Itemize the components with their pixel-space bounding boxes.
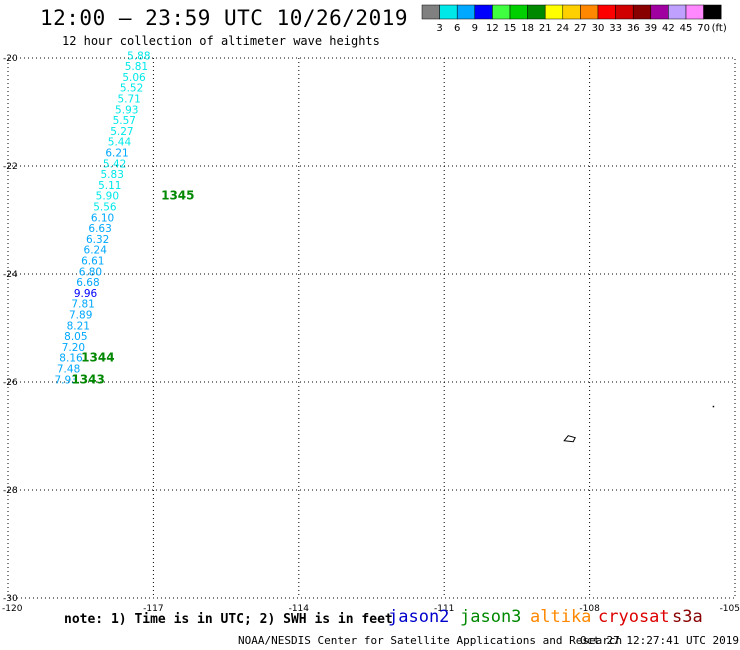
lat-tick-label: -28: [3, 486, 18, 496]
legend-label: 27: [574, 23, 587, 34]
legend-label: 70: [697, 23, 710, 34]
lon-tick-label: -105: [720, 604, 740, 614]
legend-swatch: [474, 4, 493, 20]
swh-value: 8.05: [64, 331, 87, 343]
chart-subtitle: 12 hour collection of altimeter wave hei…: [62, 34, 380, 48]
swh-value: 7.81: [71, 299, 94, 311]
legend-swatch: [562, 4, 581, 20]
generated-time: Oct 27 12:27:41 UTC 2019: [580, 634, 739, 647]
legend-label: 24: [556, 23, 569, 34]
legend-swatch: [527, 4, 546, 20]
satellite-track: 5.885.815.065.525.715.935.575.275.446.21…: [54, 50, 194, 386]
lon-tick-label: -117: [143, 604, 163, 614]
lat-tick-label: -22: [3, 162, 18, 172]
pass-time-label: 1344: [81, 351, 114, 365]
lat-tick-label: -30: [3, 594, 18, 604]
swh-value: 5.71: [117, 94, 140, 106]
legend-swatch: [650, 4, 669, 20]
legend-swatch: [580, 4, 599, 20]
swh-value: 5.52: [120, 83, 143, 95]
legend-swatch: [597, 4, 616, 20]
legend-label: 15: [504, 23, 517, 34]
credit-text: NOAA/NESDIS Center for Satellite Applica…: [238, 634, 623, 647]
chart-title: 12:00 – 23:59 UTC 10/26/2019: [40, 6, 409, 30]
color-legend: 3 6 9 12 15 18 21 24 27 30 33 36 39 42 45 70 (ft): [421, 4, 727, 34]
swh-value: 5.44: [108, 137, 132, 149]
legend-label: 3: [436, 23, 442, 34]
swh-value: 7.48: [57, 364, 80, 376]
lat-tick-label: -24: [3, 270, 18, 280]
swh-value: 5.06: [122, 72, 146, 84]
swh-value: 6.32: [86, 234, 109, 246]
legend-unit: (ft): [712, 23, 727, 34]
legend-label: 39: [644, 23, 657, 34]
satellite-name-cryosat: cryosat: [598, 607, 670, 627]
legend-swatch: [456, 4, 476, 20]
islands: [563, 405, 715, 443]
legend-swatch: [703, 4, 722, 20]
pass-time-label: 1343: [71, 372, 104, 386]
swh-value: 5.88: [127, 50, 150, 62]
swh-value: 6.21: [105, 148, 128, 160]
lon-tick-label: -114: [289, 604, 310, 614]
legend-label: 42: [662, 23, 675, 34]
lat-tick-label: -26: [3, 378, 18, 388]
swh-value: 5.93: [115, 104, 138, 116]
swh-value: 8.21: [67, 320, 90, 332]
legend-swatch: [421, 4, 440, 20]
footer-note: note: 1) Time is in UTC; 2) SWH is in fe…: [64, 612, 393, 627]
legend-swatch: [509, 4, 528, 20]
map-grid: [7, 57, 736, 599]
legend-label: 9: [472, 23, 478, 34]
swh-value: 5.83: [101, 169, 124, 181]
legend-label: 33: [609, 23, 622, 34]
swh-value: 6.10: [91, 212, 114, 224]
swh-value: 7.89: [69, 310, 92, 322]
swh-value: 5.90: [96, 191, 119, 203]
legend-swatch: [492, 4, 511, 20]
swh-value: 5.27: [110, 126, 133, 138]
swh-value: 6.24: [84, 245, 108, 257]
lon-tick-label: -111: [434, 604, 454, 614]
legend-label: 36: [627, 23, 640, 34]
swh-value: 5.11: [98, 180, 121, 192]
island-dot: [712, 405, 715, 408]
axis-ticks: -120 -117 -114 -111 -108 -105 -20 -22 -24 -26 -28 -…: [2, 54, 740, 614]
swh-value: 5.57: [113, 115, 136, 127]
swh-value: 9.96: [74, 288, 98, 300]
legend-label: 18: [521, 23, 534, 34]
satellite-name-jason2: jason2: [388, 607, 450, 627]
satellite-name-jason3: jason3: [460, 607, 522, 627]
swh-value: 6.61: [81, 256, 104, 268]
swh-value: 6.68: [76, 277, 99, 289]
lat-tick-label: -20: [3, 54, 18, 64]
lon-tick-label: -108: [579, 604, 600, 614]
swh-value: 7.93: [54, 374, 77, 386]
satellite-name-s3a: s3a: [672, 607, 703, 627]
legend-label: 12: [486, 23, 499, 34]
swh-value: 6.63: [88, 223, 111, 235]
legend-swatch: [668, 4, 687, 20]
legend-label: 45: [680, 23, 693, 34]
swh-value: 7.20: [62, 342, 85, 354]
legend-label: 30: [592, 23, 605, 34]
legend-swatch: [615, 4, 634, 20]
swh-value: 5.42: [103, 158, 126, 170]
swh-value: 8.16: [59, 353, 83, 365]
swh-value: 5.81: [125, 61, 148, 73]
pass-time-label: 1345: [161, 189, 194, 203]
legend-swatch: [439, 4, 458, 20]
legend-label: 21: [539, 23, 552, 34]
satellite-name-altika: altika: [530, 607, 592, 627]
legend-label: 6: [454, 23, 460, 34]
legend-swatch: [685, 4, 704, 20]
legend-swatch: [632, 4, 652, 20]
map-frame: [7, 57, 736, 599]
swh-value: 6.80: [79, 266, 102, 278]
swh-value: 5.56: [93, 202, 117, 214]
island-outline: [563, 435, 576, 443]
legend-swatch: [544, 4, 564, 20]
lon-tick-label: -120: [2, 604, 23, 614]
